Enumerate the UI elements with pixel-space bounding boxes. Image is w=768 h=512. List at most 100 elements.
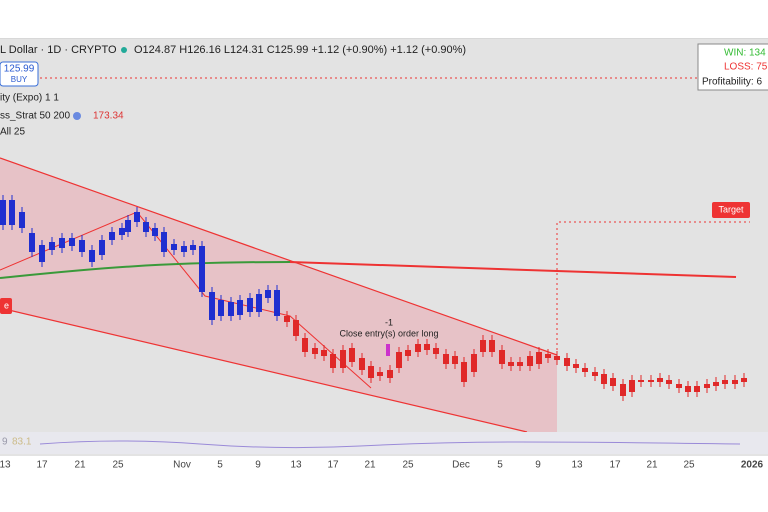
buy-price: 125.99 [4, 64, 35, 75]
candle [359, 358, 365, 370]
target-label: Target [718, 204, 744, 214]
ma-red [289, 261, 737, 278]
x-tick-label: 17 [609, 460, 621, 471]
stats-box [697, 43, 768, 91]
osc-value: 83.1 [12, 437, 32, 448]
candle [424, 344, 430, 350]
candle [405, 350, 411, 356]
candle [657, 378, 663, 382]
candle [0, 200, 6, 225]
x-tick-label: 17 [327, 460, 339, 471]
candle [601, 374, 607, 384]
x-tick-label: 25 [402, 460, 414, 471]
candle [265, 290, 271, 298]
x-tick-label: Nov [173, 460, 191, 471]
candle [620, 384, 626, 396]
candle [387, 370, 393, 378]
x-tick-label: 25 [112, 460, 124, 471]
candle [9, 200, 15, 225]
profitability: Profitability: 6 [702, 77, 762, 88]
candle [433, 348, 439, 354]
candle [489, 340, 495, 352]
candle [471, 354, 477, 372]
indicator: All 25 [0, 127, 25, 138]
indicator-value: 173.34 [93, 111, 124, 122]
candle [79, 240, 85, 252]
x-axis: 13 17 21 25 Nov 5 9 13 17 21 25 Dec 5 9 13 17 21 25 2026 [0, 460, 764, 471]
candle [713, 382, 719, 386]
candle [638, 380, 644, 382]
candle [349, 348, 355, 362]
candle [592, 372, 598, 376]
x-tick-label: 9 [535, 460, 541, 471]
loss: LOSS: 75 [724, 62, 768, 73]
candle [171, 244, 177, 250]
channel-bottom [0, 307, 528, 433]
candle [685, 386, 691, 392]
candle [694, 386, 700, 392]
oscillator-pane [0, 432, 768, 454]
candle [199, 246, 205, 292]
candle [218, 300, 224, 316]
oscillator-line [39, 440, 741, 449]
candle [284, 316, 290, 322]
candle [302, 338, 308, 352]
candle [89, 250, 95, 262]
ma-green [0, 261, 291, 279]
x-tick-label: 17 [36, 460, 48, 471]
candle [256, 294, 262, 312]
candle [722, 380, 728, 384]
candle [741, 378, 747, 382]
channel-top [0, 157, 558, 356]
candle [527, 356, 533, 366]
candle [49, 242, 55, 250]
candle [629, 380, 635, 392]
candle [340, 350, 346, 368]
candle [274, 290, 280, 316]
candle [648, 380, 654, 382]
candle [119, 228, 125, 235]
candle [704, 384, 710, 388]
candle [134, 212, 140, 222]
icon [73, 112, 81, 120]
candle [152, 228, 158, 236]
candle [330, 354, 336, 368]
candle [480, 340, 486, 352]
candle [209, 292, 215, 320]
candle [452, 356, 458, 364]
candle [109, 232, 115, 240]
symbol: L Dollar · 1D · CRYPTO [0, 44, 117, 56]
left-label: e [4, 300, 9, 310]
count: -1 [385, 317, 393, 327]
x-tick-label: 25 [683, 460, 695, 471]
candle [536, 352, 542, 364]
candle [443, 354, 449, 364]
candle [610, 378, 616, 386]
indicator: ss_Strat 50 200 [0, 111, 70, 122]
buy-button[interactable] [0, 61, 39, 87]
ohlc: O124.87 H126.16 L124.31 C125.99 +1.12 (+… [134, 44, 466, 56]
order-marker [386, 344, 390, 356]
candle [312, 348, 318, 354]
x-tick-label: 21 [364, 460, 376, 471]
order-label: Close entry(s) order long [339, 328, 438, 338]
candles [0, 195, 747, 401]
candle [99, 240, 105, 255]
candle [517, 362, 523, 366]
candle [181, 246, 187, 252]
candle [582, 368, 588, 372]
target-tag [712, 202, 750, 218]
win: WIN: 134 [724, 48, 766, 59]
border [0, 38, 768, 39]
candle [228, 302, 234, 316]
x-tick-label: 13 [290, 460, 302, 471]
osc-label: 9 [2, 437, 8, 448]
candle [666, 380, 672, 384]
status-dot [121, 47, 127, 53]
x-tick-label: 5 [217, 460, 223, 471]
candle [573, 364, 579, 368]
x-tick-label: 13 [571, 460, 583, 471]
x-tick-label: Dec [452, 460, 470, 471]
candle [415, 344, 421, 352]
